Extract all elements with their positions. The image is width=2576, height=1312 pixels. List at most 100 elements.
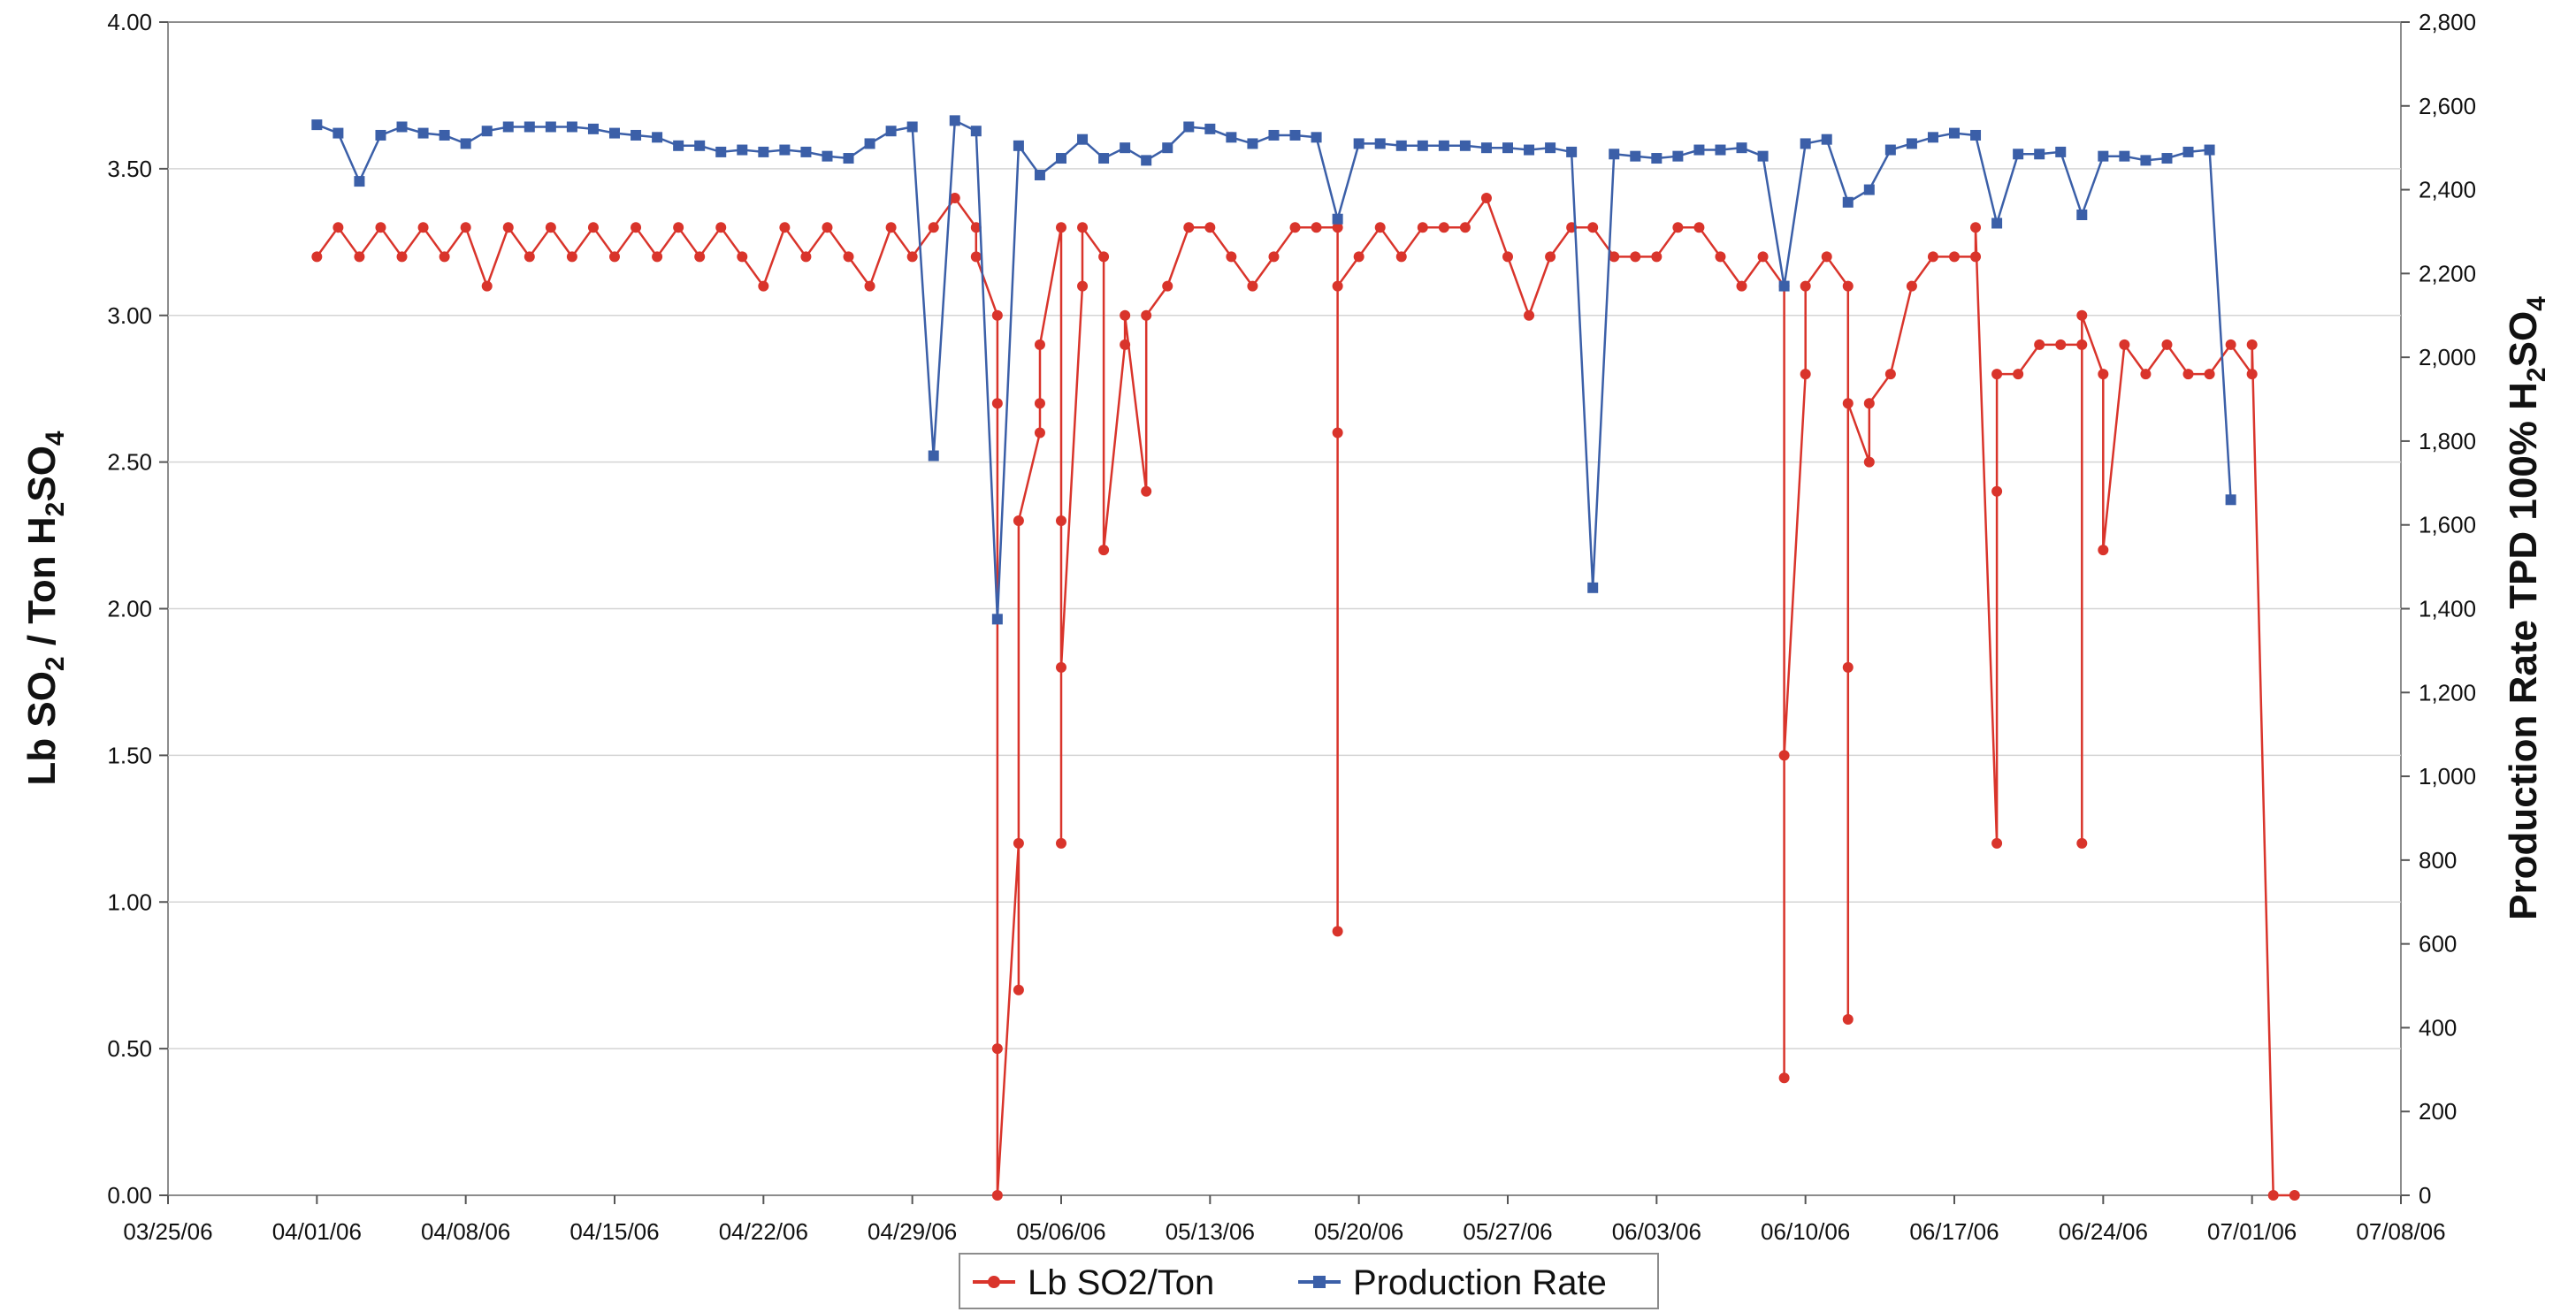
y-left-title-sub: 2 [41,502,70,517]
data-point [1884,369,1896,380]
data-point [906,121,918,133]
data-point [928,222,939,233]
data-point [800,146,812,157]
data-point [311,119,323,131]
right-tick-label: 0 [2419,1182,2431,1209]
data-point [1141,309,1152,321]
x-tick-label: 04/29/06 [868,1218,957,1245]
data-point [1778,1072,1790,1084]
data-point [2246,339,2258,350]
x-tick-label: 05/20/06 [1314,1218,1403,1245]
data-point [545,222,556,233]
data-point [673,222,684,233]
data-point [1991,485,2003,497]
left-tick-label: 0.00 [107,1182,152,1209]
right-tick-label: 1,600 [2419,512,2476,538]
data-point [1906,280,1917,292]
legend-marker-so2 [988,1276,1000,1288]
data-point [1141,485,1152,497]
data-point [2140,369,2152,380]
legend-label-production: Production Rate [1353,1263,1607,1302]
data-point [694,140,706,151]
data-point [460,222,471,233]
data-point [1672,150,1684,162]
data-point [1013,837,1024,849]
data-point [970,222,982,233]
x-tick-label: 06/17/06 [1909,1218,1999,1245]
data-point [1800,138,1811,149]
right-tick-label: 200 [2419,1098,2457,1125]
data-point [1183,121,1195,133]
data-point [1736,280,1747,292]
data-point [864,280,875,292]
data-point [1949,127,1960,139]
data-point [417,222,429,233]
data-point [2204,369,2215,380]
data-point [1587,582,1599,593]
data-point [1949,251,1960,263]
data-point [1056,515,1066,526]
data-point [439,129,450,141]
data-point [1077,222,1089,233]
data-point [1524,309,1535,321]
data-point [822,150,833,162]
data-point [2013,369,2024,380]
data-point [1651,251,1663,263]
data-point [822,222,833,233]
data-point [354,251,365,263]
data-point [1034,169,1045,180]
data-point [1395,140,1407,151]
data-point [1056,153,1066,164]
data-point [991,309,1003,321]
data-point [1991,217,2003,229]
data-point [1226,132,1237,143]
x-tick-label: 06/03/06 [1612,1218,1701,1245]
data-point [1034,427,1045,439]
data-point [1821,251,1832,263]
series-line [316,195,2295,1197]
data-point [1332,926,1343,937]
data-point [502,222,514,233]
data-point [1247,138,1258,149]
data-point [1800,369,1811,380]
data-point [1630,251,1641,263]
y-left-title-part: Lb SO [20,671,64,786]
data-point [1247,280,1258,292]
data-point [1332,222,1343,233]
data-point [737,251,748,263]
left-tick-label: 1.50 [107,742,152,768]
data-point [566,251,577,263]
data-point [2076,339,2088,350]
data-point [417,127,429,139]
data-point [715,146,727,157]
data-point [2182,369,2194,380]
y-right-title-part: SO [2502,311,2545,368]
data-point [1077,133,1089,145]
data-point [1842,1013,1854,1025]
data-point [1459,140,1471,151]
data-point [2225,339,2236,350]
data-point [1693,144,1705,156]
x-tick-label: 07/01/06 [2207,1218,2297,1245]
data-point [1417,140,1428,151]
data-point [1311,132,1322,143]
data-point [1480,193,1492,204]
data-point [2246,369,2258,380]
data-point [1778,280,1790,292]
right-tick-label: 1,000 [2419,763,2476,789]
data-point [1672,222,1684,233]
data-point [1034,339,1045,350]
data-point [2098,545,2109,556]
data-point [1013,140,1024,151]
data-point [502,121,514,133]
data-point [1098,545,1110,556]
x-tick-label: 04/22/06 [719,1218,808,1245]
right-tick-label: 2,000 [2419,344,2476,370]
data-point [460,138,471,149]
x-tick-label: 04/01/06 [272,1218,362,1245]
right-tick-label: 1,800 [2419,428,2476,454]
data-point [1842,196,1854,208]
data-point [2034,339,2045,350]
data-point [354,176,365,187]
data-point [1693,222,1705,233]
